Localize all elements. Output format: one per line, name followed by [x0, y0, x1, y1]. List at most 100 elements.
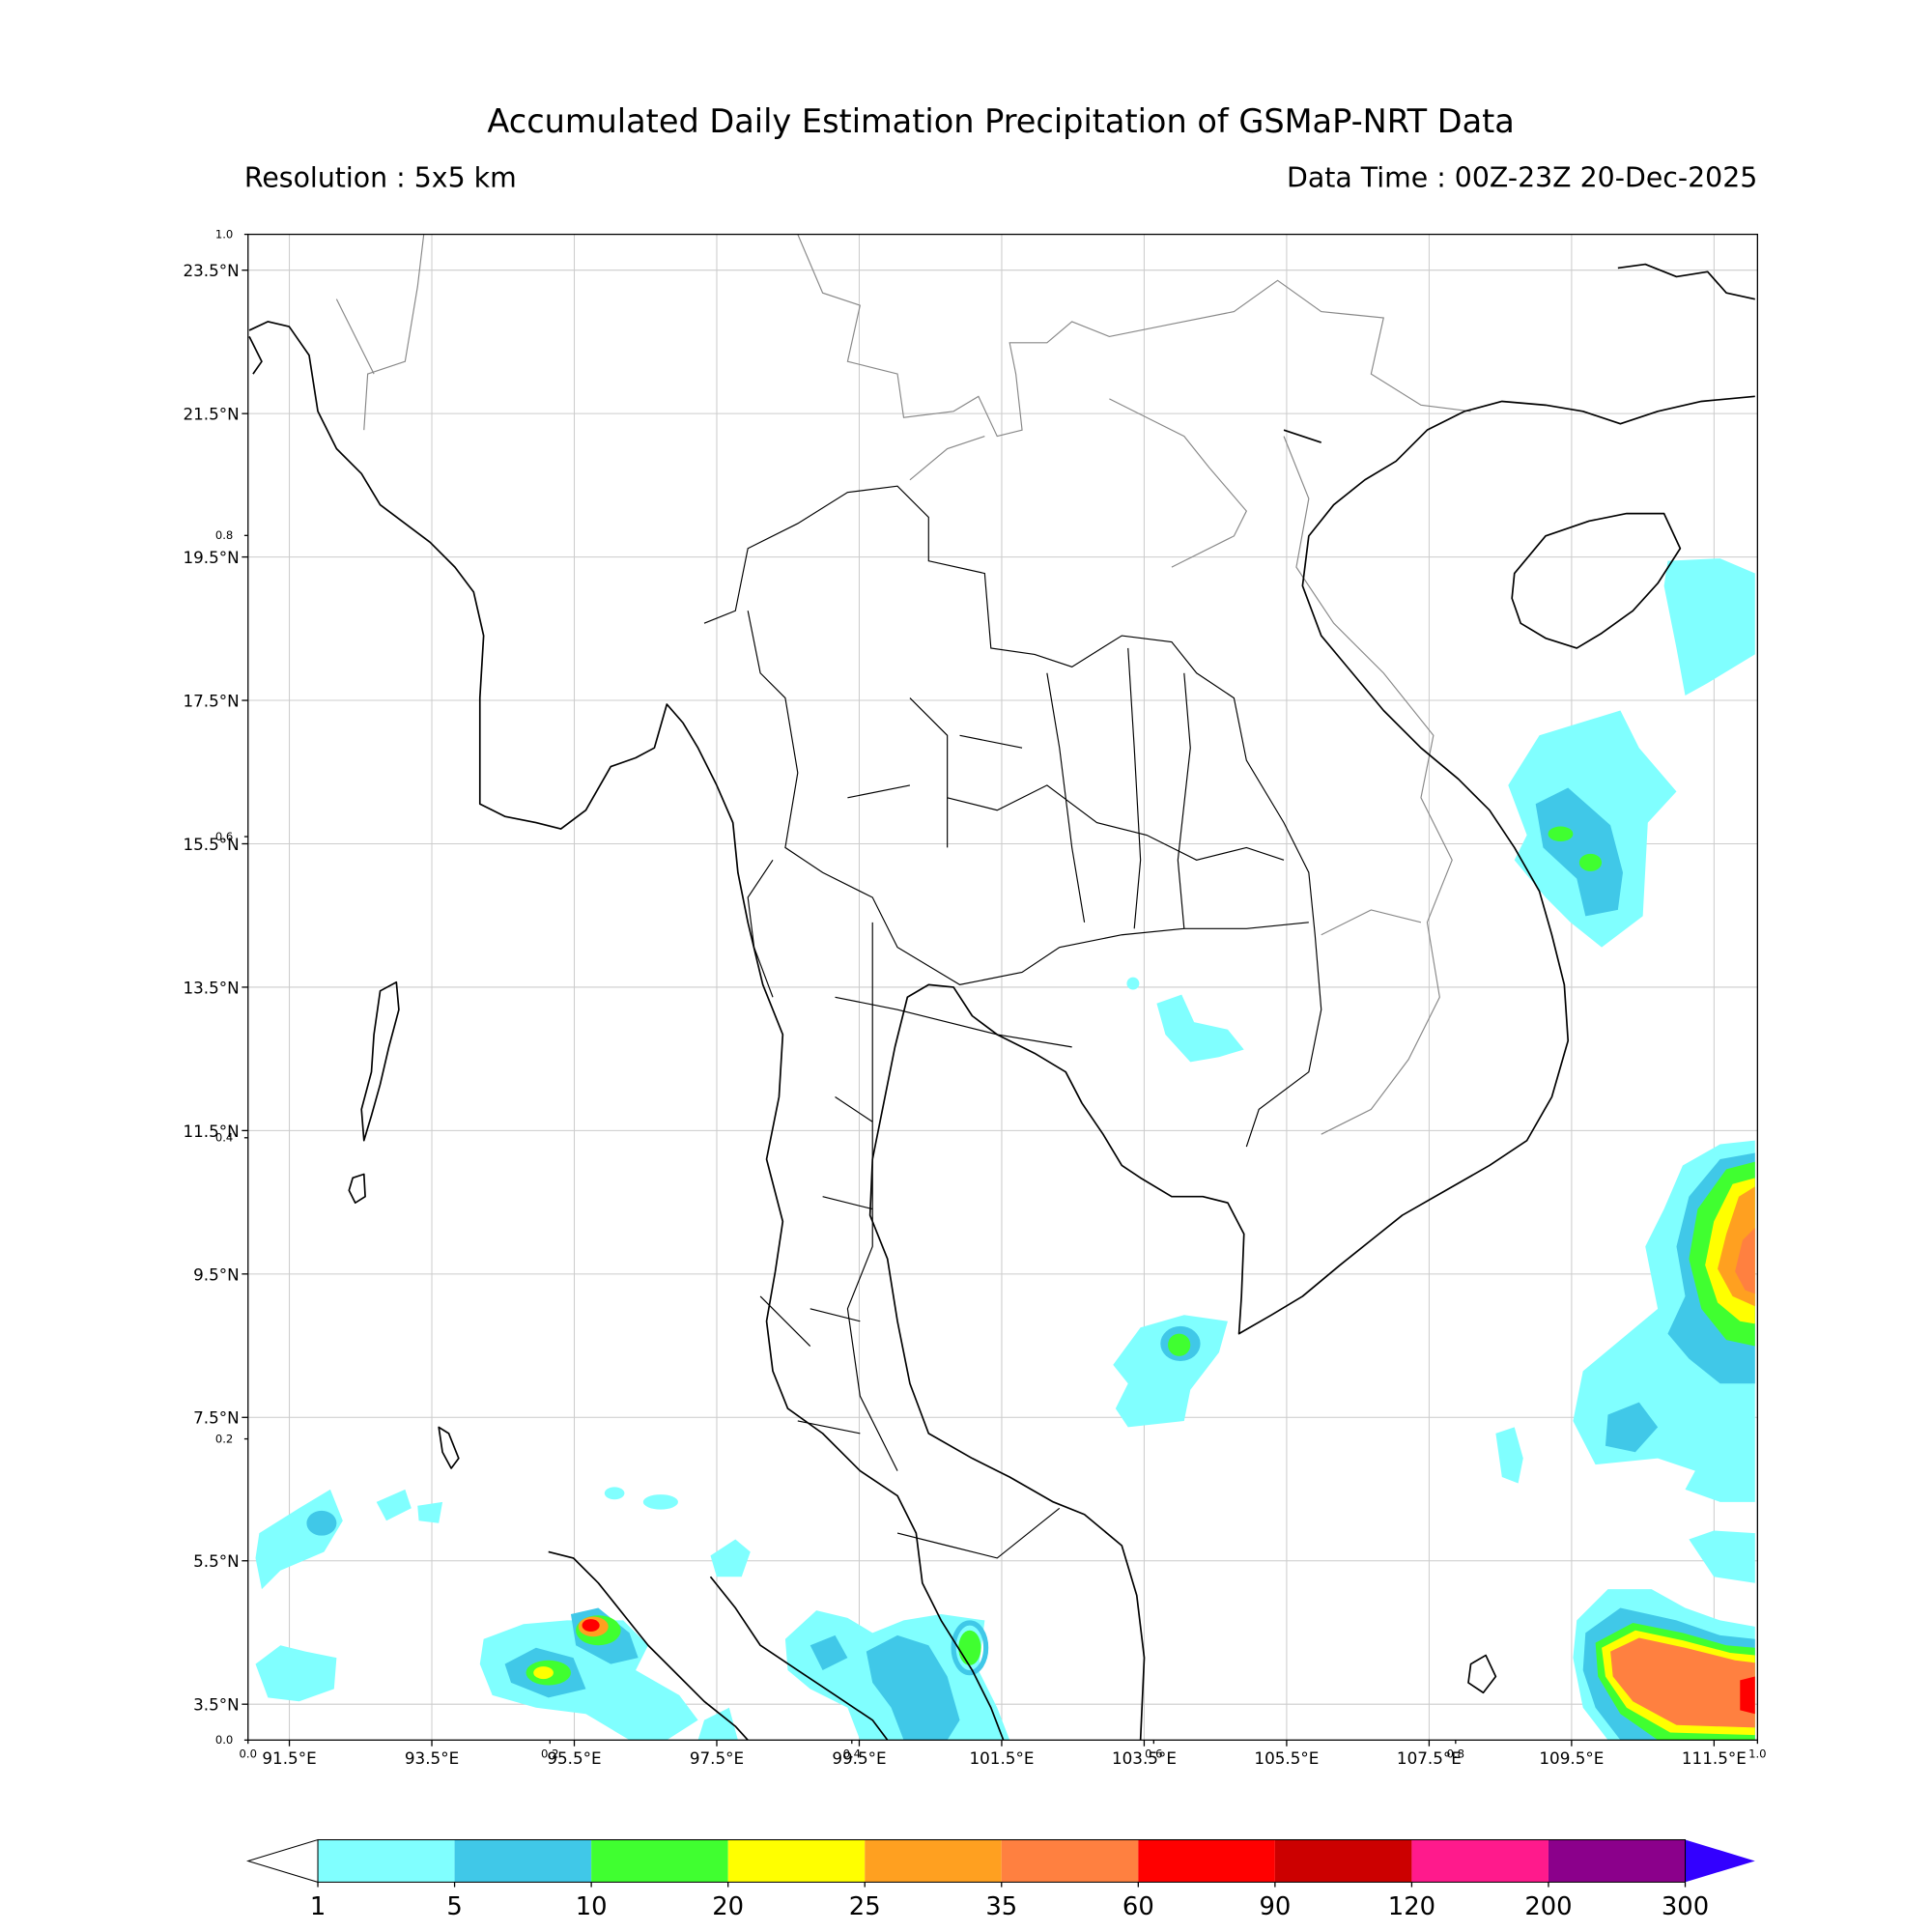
coastline [348, 1173, 366, 1204]
y-tick-label: 13.5°N [183, 978, 239, 997]
precipitation-areas [255, 558, 1755, 1741]
rain-area [1663, 558, 1755, 696]
colorbar-box [727, 1839, 866, 1883]
colorbar-label: 20 [712, 1892, 744, 1921]
x-tick-label: 111.5°E [1682, 1748, 1747, 1768]
colorbar-label: 300 [1662, 1892, 1709, 1921]
colorbar-label: 5 [446, 1892, 462, 1921]
frame-x-tick-label: 1.0 [1748, 1747, 1766, 1760]
colorbar-label: 10 [576, 1892, 608, 1921]
coastline [438, 1426, 460, 1469]
frame-x-tick-label: 0.4 [843, 1747, 861, 1760]
grid [247, 234, 1758, 1741]
rain-area [1156, 994, 1244, 1063]
rain-area [604, 1487, 625, 1500]
rain-area [1740, 1676, 1755, 1715]
rain-area [958, 1630, 981, 1665]
frame-x-tick-label: 0.2 [541, 1747, 558, 1760]
colorbar-box [1548, 1839, 1686, 1883]
frame-x-tick-label: 0.0 [240, 1747, 257, 1760]
colorbar-box [1411, 1839, 1548, 1883]
y-tick-label: 17.5°N [183, 691, 239, 710]
colorbar-label: 35 [985, 1892, 1017, 1921]
y-tick-label: 21.5°N [183, 405, 239, 424]
colorbar-label: 120 [1388, 1892, 1435, 1921]
rain-area [533, 1666, 554, 1680]
x-tick-label: 97.5°E [690, 1748, 744, 1768]
rain-area [1168, 1333, 1191, 1356]
colorbar-box [865, 1839, 1002, 1883]
coastline [1283, 429, 1322, 443]
data-time-label: Data Time : 00Z-23Z 20-Dec-2025 [1287, 162, 1757, 194]
coastline [709, 1576, 889, 1741]
x-tick-label: 95.5°E [547, 1748, 601, 1768]
colorbar-box [1274, 1839, 1412, 1883]
frame-y-tick-label: 0.8 [215, 528, 233, 542]
y-tick-label: 3.5°N [193, 1695, 240, 1715]
y-tick-label: 23.5°N [183, 261, 239, 280]
border-line [703, 485, 1322, 1559]
rain-area [810, 1634, 848, 1671]
x-tick-label: 93.5°E [405, 1748, 459, 1768]
y-tick-label: 19.5°N [183, 548, 239, 567]
rain-area [1535, 787, 1623, 917]
rain-area [642, 1494, 678, 1510]
coastline [360, 980, 400, 1142]
y-tick-label: 5.5°N [193, 1551, 240, 1571]
colorbar-label: 60 [1122, 1892, 1154, 1921]
y-tick-label: 11.5°N [183, 1122, 239, 1141]
colorbar-label: 1 [310, 1892, 326, 1921]
rain-area [1548, 826, 1574, 841]
rain-area [255, 1645, 337, 1702]
rain-area [1605, 1402, 1659, 1453]
coastlines [248, 263, 1755, 1741]
frame-y-tick-label: 1.0 [215, 227, 233, 241]
colorbar: 1 5 10 20 25 35 60 90 120 200 300 [245, 1838, 1755, 1921]
x-tick-label: 109.5°E [1539, 1748, 1604, 1768]
y-tick-label: 7.5°N [193, 1408, 240, 1428]
coastline [868, 395, 1755, 1741]
colorbar-box [454, 1839, 592, 1883]
rain-area [1610, 1637, 1755, 1728]
colorbar-box [591, 1839, 728, 1883]
rain-area [1735, 1227, 1755, 1294]
colorbar-under [245, 1838, 319, 1884]
frame-y-tick-label: 0.4 [215, 1131, 233, 1145]
colorbar-box [318, 1839, 455, 1883]
rain-area [376, 1489, 412, 1521]
frame-y-tick-label: 0.0 [215, 1733, 233, 1747]
rain-area [255, 1489, 343, 1590]
rain-area [1495, 1427, 1523, 1484]
coastline [248, 321, 1005, 1741]
colorbar-box [1001, 1839, 1139, 1883]
coastline [1511, 512, 1682, 649]
colorbar-over [1685, 1839, 1755, 1883]
x-tick-label: 103.5°E [1112, 1748, 1177, 1768]
rain-area [417, 1501, 443, 1523]
rain-area [951, 1620, 989, 1676]
colorbar-label: 25 [849, 1892, 881, 1921]
rain-area [697, 1707, 738, 1741]
border-line [335, 234, 1471, 1135]
coastline [1467, 1654, 1497, 1694]
colorbar-box [1138, 1839, 1275, 1883]
y-tick-label: 9.5°N [193, 1264, 240, 1284]
frame-y-tick-label: 0.2 [215, 1432, 233, 1445]
y-tick-label: 15.5°N [183, 835, 239, 854]
frame-x-tick-label: 0.8 [1447, 1747, 1464, 1760]
frame-y-tick-label: 0.6 [215, 830, 233, 843]
x-tick-label: 107.5°E [1397, 1748, 1462, 1768]
rain-area [866, 1634, 960, 1741]
x-tick-label: 101.5°E [969, 1748, 1034, 1768]
resolution-label: Resolution : 5x5 km [244, 162, 517, 194]
coastline [548, 1550, 749, 1741]
colorbar-label: 90 [1259, 1892, 1291, 1921]
plot-area: 91.5°E 93.5°E 95.5°E 97.5°E 99.5°E 101.5°E 103… [183, 227, 1766, 1767]
colorbar-label: 200 [1524, 1892, 1572, 1921]
map-title: Accumulated Daily Estimation Precipitati… [487, 102, 1514, 140]
x-tick-label: 99.5°E [832, 1748, 886, 1768]
frame-x-tick-label: 0.6 [1145, 1747, 1162, 1760]
country-borders [335, 234, 1471, 1559]
axes: 91.5°E 93.5°E 95.5°E 97.5°E 99.5°E 101.5°E 103… [183, 227, 1766, 1767]
